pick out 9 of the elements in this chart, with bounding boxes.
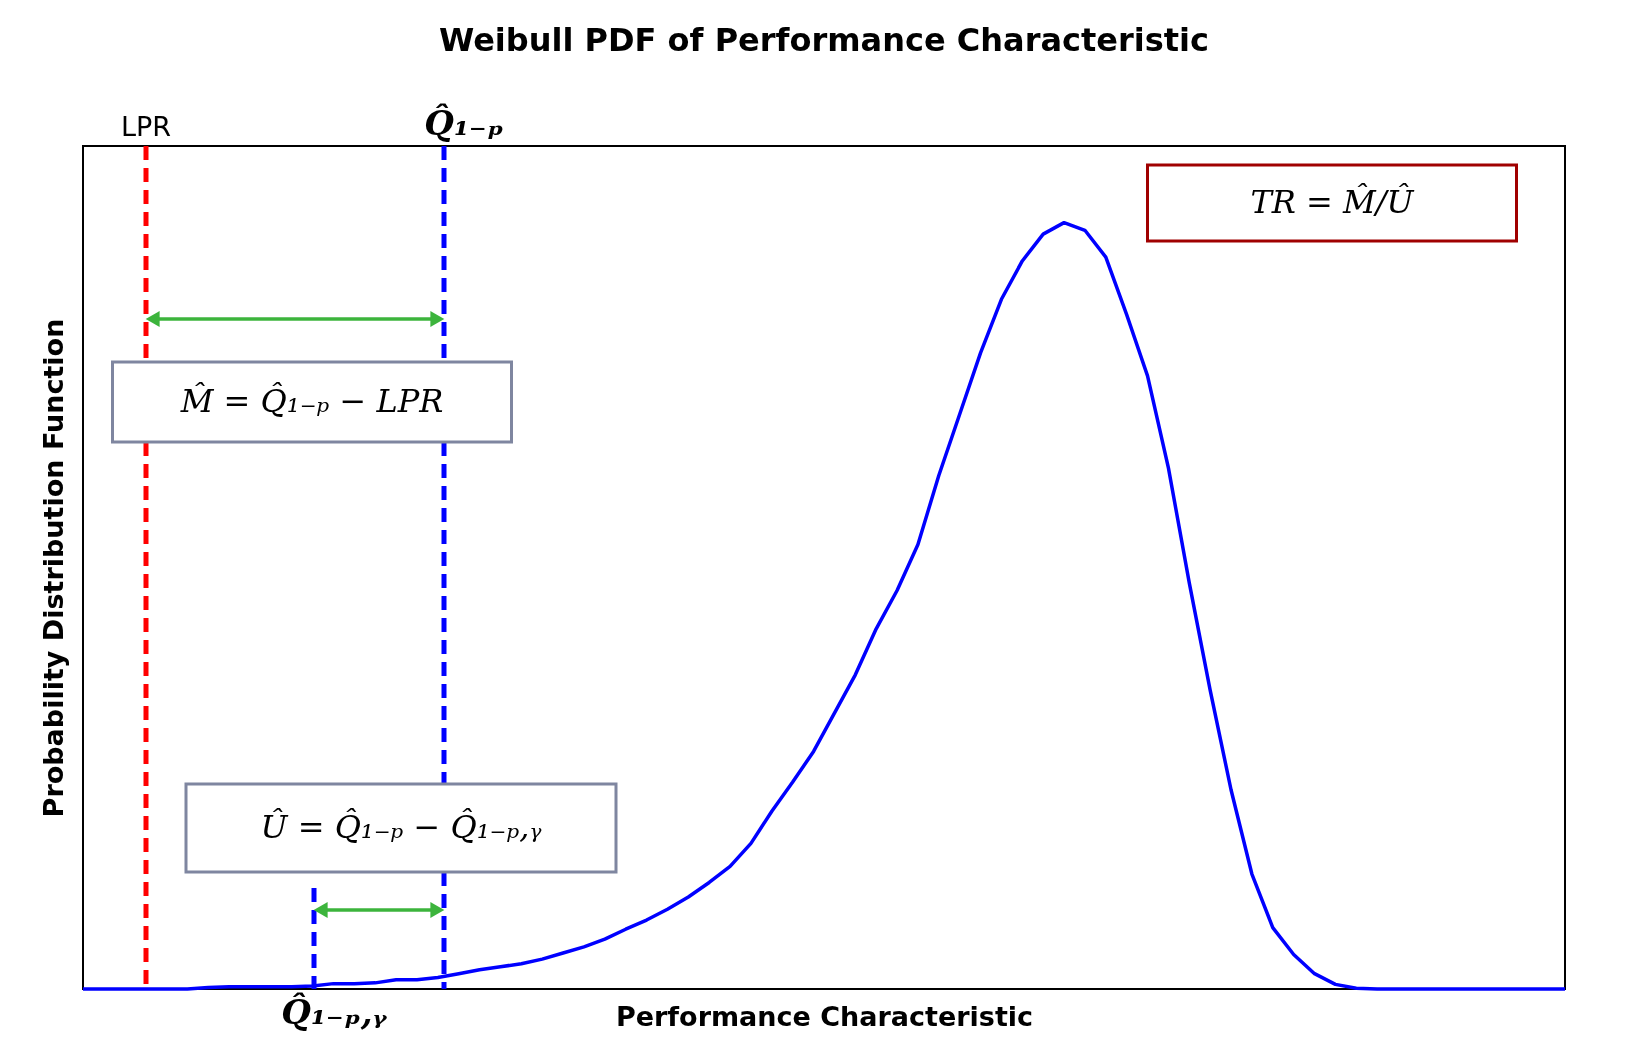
text: TR = M̂/Û [1250,183,1415,221]
text: Q̂₁₋ₚ [424,102,504,143]
text: Q̂₁₋ₚ,ᵧ [281,991,388,1032]
text: LPR [120,111,172,142]
chart-title: Weibull PDF of Performance Characteristic [438,21,1210,59]
x-axis-title: Performance Characteristic [615,1000,1034,1032]
annotation: M̂ = Q̂₁₋ₚ − LPR [179,382,444,420]
y-axis-title: Probability Distribution Function [37,318,69,818]
annotation: Û = Q̂₁₋ₚ − Q̂₁₋ₚ,ᵧ [260,808,542,846]
